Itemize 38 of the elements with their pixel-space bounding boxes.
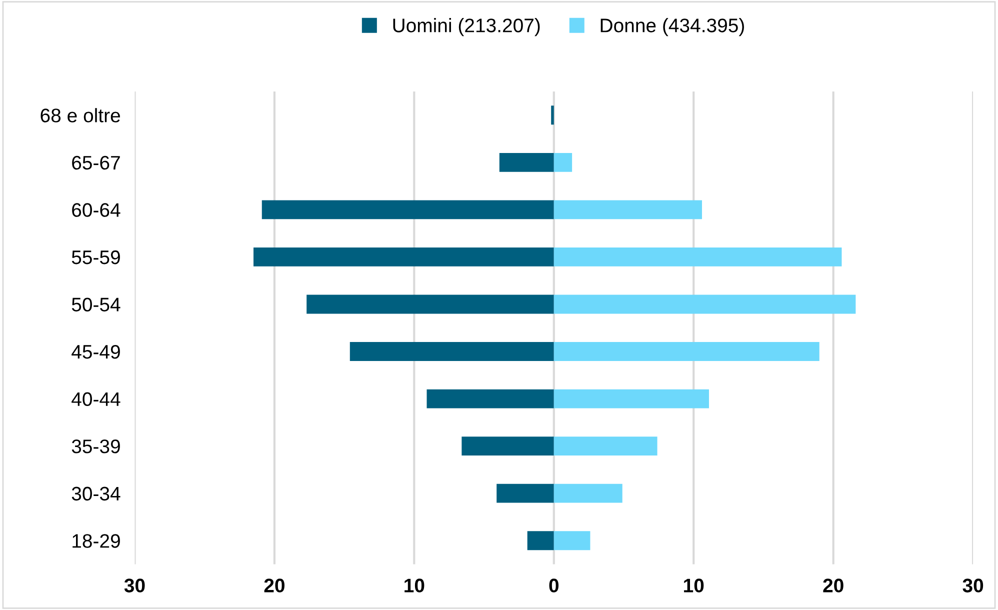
bar bbox=[554, 436, 658, 456]
bar bbox=[527, 531, 554, 550]
bar bbox=[462, 436, 554, 456]
y-tick-label: 50-54 bbox=[72, 298, 120, 312]
bar bbox=[262, 200, 554, 220]
bar bbox=[554, 294, 856, 314]
bar bbox=[306, 294, 554, 314]
x-tick-label: 30 bbox=[124, 578, 145, 592]
y-tick-label: 18-29 bbox=[72, 534, 120, 548]
bar bbox=[350, 342, 554, 361]
legend-label: Uomini (213.207) bbox=[393, 18, 540, 36]
bar bbox=[554, 484, 622, 503]
bar bbox=[554, 152, 572, 172]
y-tick-label: 55-59 bbox=[72, 250, 120, 264]
x-tick-label: 20 bbox=[823, 578, 844, 592]
y-tick-label: 40-44 bbox=[72, 392, 120, 406]
x-tick-label: 20 bbox=[264, 578, 284, 592]
bar bbox=[253, 248, 554, 266]
y-tick-label: 35-39 bbox=[72, 440, 120, 454]
x-tick-label: 30 bbox=[962, 578, 984, 592]
bar bbox=[554, 342, 820, 361]
y-tick-label: 60-64 bbox=[72, 203, 120, 217]
y-tick-label: 68 e oltre bbox=[40, 108, 120, 122]
x-tick-label: 0 bbox=[549, 578, 558, 592]
y-tick-label: 65-67 bbox=[72, 156, 120, 170]
bar bbox=[551, 106, 554, 125]
bar bbox=[554, 531, 590, 550]
bar bbox=[496, 484, 554, 503]
x-tick-label: 10 bbox=[684, 578, 704, 592]
bar bbox=[499, 152, 554, 172]
bar bbox=[554, 389, 709, 408]
y-tick-label: 30-34 bbox=[72, 486, 120, 501]
legend-label: Donne (434.395) bbox=[600, 18, 744, 36]
x-tick-label: 10 bbox=[404, 578, 424, 592]
bar bbox=[554, 248, 842, 266]
bar bbox=[554, 200, 702, 220]
bar bbox=[426, 389, 554, 408]
y-tick-label: 45-49 bbox=[72, 344, 120, 359]
